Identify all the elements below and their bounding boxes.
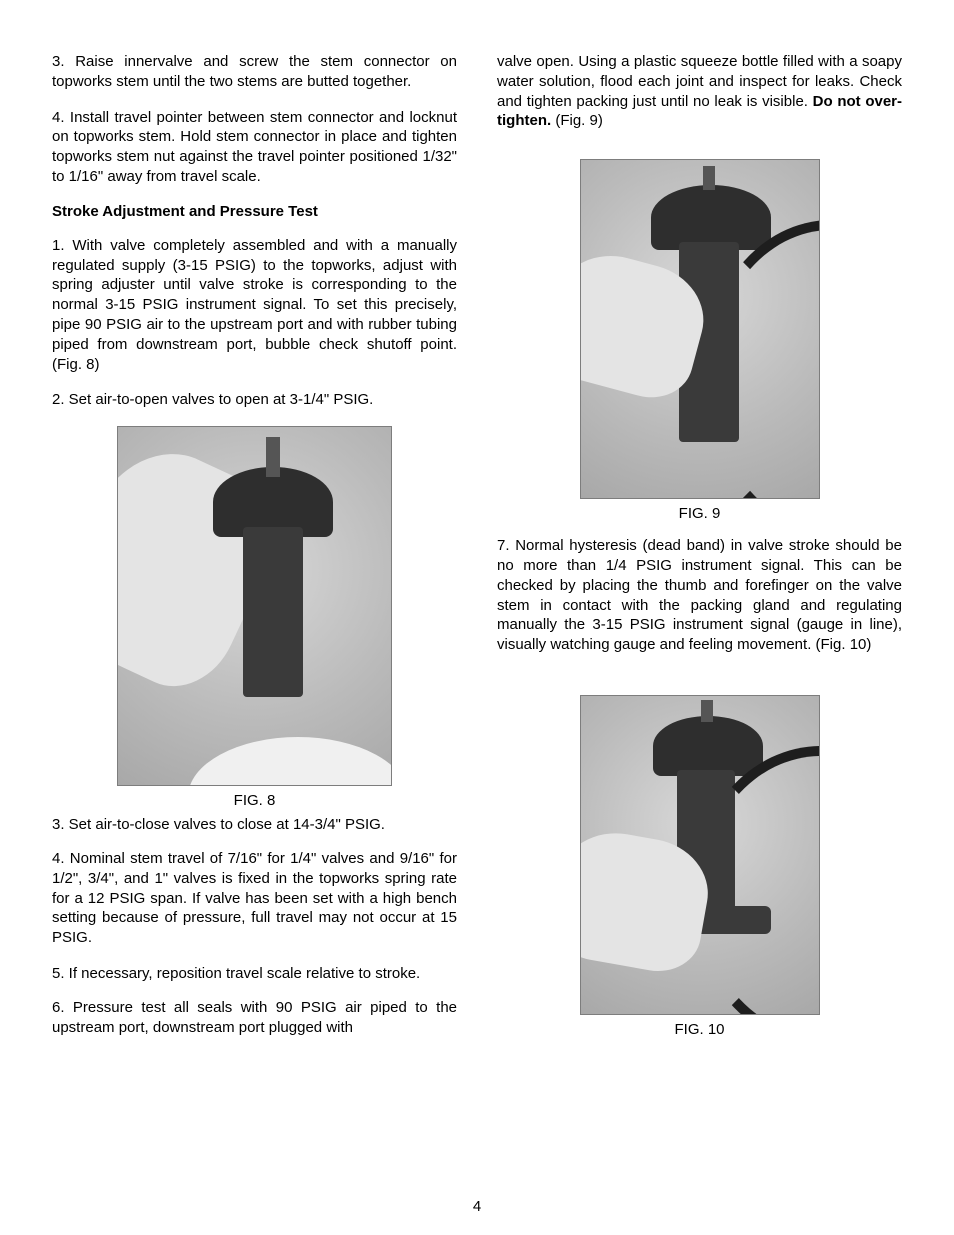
two-column-layout: 3. Raise innervalve and screw the stem c… [52,52,902,1180]
left-step-3: 3. Raise innervalve and screw the stem c… [52,52,457,92]
figure-9-image [580,159,820,499]
left-column: 3. Raise innervalve and screw the stem c… [52,52,457,1180]
stroke-step-7: 7. Normal hysteresis (dead band) in valv… [497,536,902,655]
figure-8-image [117,426,392,786]
right-column: valve open. Using a plastic squeeze bott… [497,52,902,1180]
stroke-step-2: 2. Set air-to-open valves to open at 3-1… [52,390,457,410]
step6-cont-post: (Fig. 9) [551,112,603,129]
stroke-step-6: 6. Pressure test all seals with 90 PSIG … [52,998,457,1038]
figure-10-image [580,695,820,1015]
stroke-step-3: 3. Set air-to-close valves to close at 1… [52,815,457,835]
page-number: 4 [52,1198,902,1215]
figure-8-caption: FIG. 8 [234,792,276,809]
figure-10: FIG. 10 [497,695,902,1038]
figure-9: FIG. 9 [497,159,902,522]
section-heading-stroke-adjustment: Stroke Adjustment and Pressure Test [52,203,457,220]
stroke-step-4: 4. Nominal stem travel of 7/16" for 1/4"… [52,849,457,948]
figure-9-caption: FIG. 9 [679,505,721,522]
stroke-step-6-continued: valve open. Using a plastic squeeze bott… [497,52,902,131]
left-step-4: 4. Install travel pointer between stem c… [52,108,457,187]
figure-8: FIG. 8 [52,426,457,809]
stroke-step-1: 1. With valve completely assembled and w… [52,236,457,375]
page: 3. Raise innervalve and screw the stem c… [0,0,954,1235]
stroke-step-5: 5. If necessary, reposition travel scale… [52,964,457,984]
figure-10-caption: FIG. 10 [674,1021,724,1038]
